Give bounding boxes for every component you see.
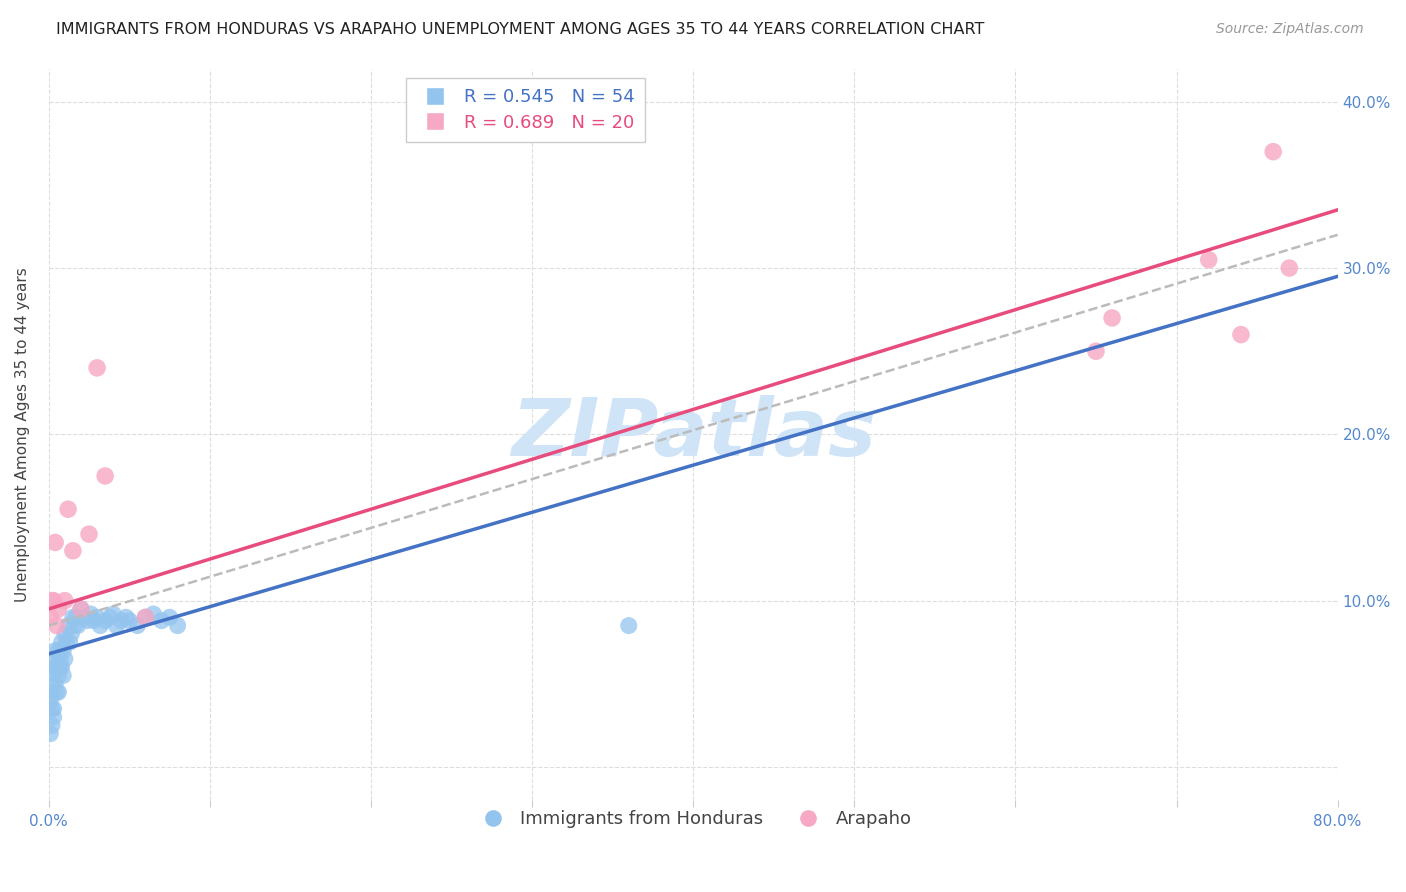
Point xyxy=(70,602,93,616)
Point xyxy=(44,535,66,549)
Point xyxy=(39,727,62,741)
Point xyxy=(52,643,75,657)
Point xyxy=(51,635,73,649)
Point xyxy=(617,618,640,632)
Point xyxy=(115,610,138,624)
Point xyxy=(127,618,149,632)
Point xyxy=(1084,344,1107,359)
Point xyxy=(62,543,84,558)
Point xyxy=(150,614,173,628)
Point xyxy=(42,702,65,716)
Point xyxy=(142,607,165,621)
Point xyxy=(89,618,111,632)
Text: Source: ZipAtlas.com: Source: ZipAtlas.com xyxy=(1216,22,1364,37)
Y-axis label: Unemployment Among Ages 35 to 44 years: Unemployment Among Ages 35 to 44 years xyxy=(15,267,30,602)
Point xyxy=(48,668,70,682)
Point xyxy=(49,652,72,666)
Point xyxy=(48,602,70,616)
Point xyxy=(134,610,156,624)
Point xyxy=(83,614,105,628)
Point xyxy=(166,618,188,632)
Point xyxy=(110,614,132,628)
Point xyxy=(56,618,79,632)
Point xyxy=(42,710,65,724)
Point xyxy=(62,610,84,624)
Point xyxy=(41,685,63,699)
Point xyxy=(1198,252,1220,267)
Point xyxy=(52,668,75,682)
Point xyxy=(159,610,181,624)
Point xyxy=(51,660,73,674)
Point xyxy=(45,618,67,632)
Point xyxy=(86,610,108,624)
Point xyxy=(56,502,79,516)
Point xyxy=(79,607,101,621)
Point xyxy=(1278,261,1301,276)
Point xyxy=(48,643,70,657)
Point xyxy=(41,593,63,607)
Point xyxy=(41,702,63,716)
Text: IMMIGRANTS FROM HONDURAS VS ARAPAHO UNEMPLOYMENT AMONG AGES 35 TO 44 YEARS CORRE: IMMIGRANTS FROM HONDURAS VS ARAPAHO UNEM… xyxy=(56,22,984,37)
Point xyxy=(59,635,82,649)
Point xyxy=(77,527,100,541)
Point xyxy=(63,618,86,632)
Point xyxy=(73,610,96,624)
Point xyxy=(66,618,89,632)
Point xyxy=(134,610,156,624)
Point xyxy=(42,593,65,607)
Point xyxy=(44,652,66,666)
Point xyxy=(94,614,117,628)
Point xyxy=(86,360,108,375)
Point xyxy=(53,627,76,641)
Text: ZIPatlas: ZIPatlas xyxy=(510,395,876,474)
Point xyxy=(65,610,87,624)
Legend: Immigrants from Honduras, Arapaho: Immigrants from Honduras, Arapaho xyxy=(468,803,918,835)
Point xyxy=(1263,145,1285,159)
Point xyxy=(45,660,67,674)
Point xyxy=(42,660,65,674)
Point xyxy=(53,652,76,666)
Point xyxy=(48,685,70,699)
Point xyxy=(1101,310,1123,325)
Point xyxy=(98,610,121,624)
Point xyxy=(55,635,77,649)
Point xyxy=(103,607,125,621)
Point xyxy=(49,660,72,674)
Point xyxy=(76,614,98,628)
Point xyxy=(105,618,128,632)
Point xyxy=(44,677,66,691)
Point xyxy=(1230,327,1253,342)
Point xyxy=(44,643,66,657)
Point xyxy=(45,685,67,699)
Point xyxy=(41,718,63,732)
Point xyxy=(39,693,62,707)
Point xyxy=(118,614,141,628)
Point xyxy=(70,602,93,616)
Point xyxy=(94,469,117,483)
Point xyxy=(39,610,62,624)
Point xyxy=(53,593,76,607)
Point xyxy=(42,668,65,682)
Point xyxy=(60,627,83,641)
